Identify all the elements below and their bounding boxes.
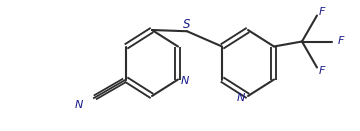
Text: F: F [318, 7, 325, 17]
Text: S: S [183, 18, 191, 31]
Text: F: F [338, 37, 344, 47]
Text: N: N [237, 93, 245, 103]
Text: N: N [75, 100, 83, 111]
Text: F: F [318, 66, 325, 76]
Text: N: N [181, 77, 189, 86]
